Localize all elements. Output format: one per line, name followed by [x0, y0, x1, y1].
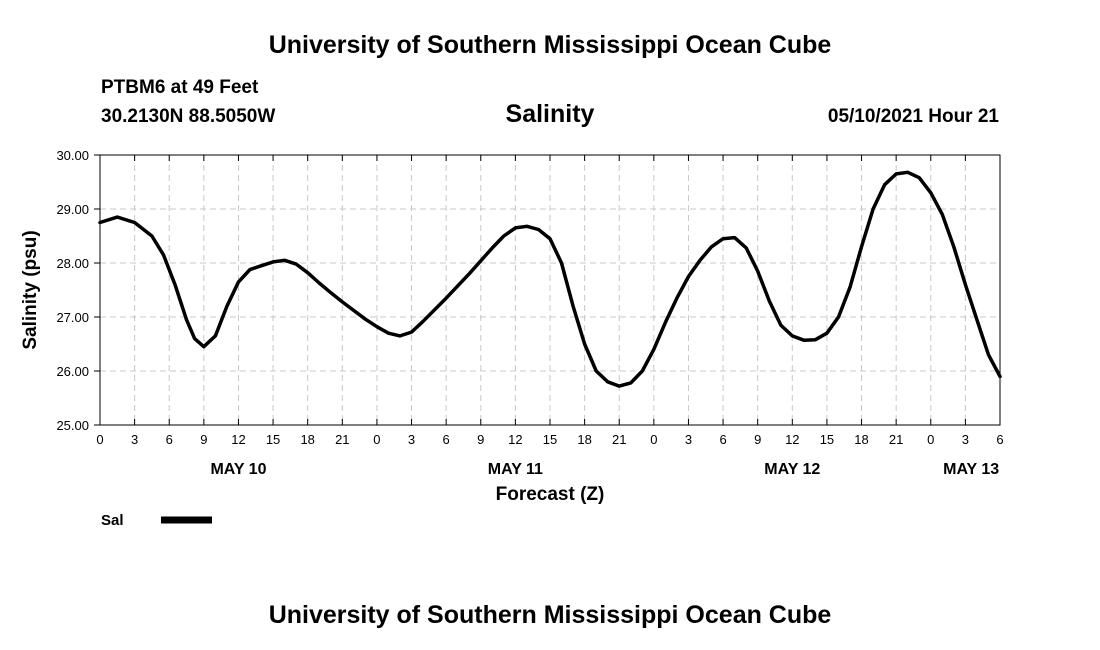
top-title: University of Southern Mississippi Ocean… — [268, 31, 832, 59]
x-tick-label: 6 — [719, 432, 726, 447]
plot-frame — [99, 154, 1001, 426]
x-tick-label: 3 — [962, 432, 969, 447]
series-line-sal — [98, 170, 1002, 388]
x-tick-label: 9 — [200, 432, 207, 447]
date-label: MAY 11 — [488, 461, 543, 478]
station-name: PTBM6 at 49 Feet — [101, 77, 259, 98]
date-label: MAY 13 — [943, 461, 999, 478]
y-tick-label: 28.00 — [56, 256, 89, 271]
x-tick-label: 21 — [612, 432, 626, 447]
x-tick-label: 12 — [508, 432, 522, 447]
y-axis-title: Salinity (psu) — [20, 230, 41, 349]
x-tick-label: 6 — [996, 432, 1003, 447]
x-tick-label: 18 — [577, 432, 591, 447]
x-tick-label: 0 — [96, 432, 103, 447]
x-tick-label: 12 — [231, 432, 245, 447]
station-coordinates: 30.2130N 88.5050W — [101, 106, 276, 127]
x-tick-label: 12 — [785, 432, 799, 447]
date-label: MAY 10 — [210, 461, 266, 478]
legend-label: Sal — [101, 512, 124, 529]
legend: Sal — [101, 512, 212, 529]
y-tick-label: 29.00 — [56, 202, 89, 217]
y-tick-label: 25.00 — [56, 418, 89, 433]
axes — [94, 154, 1001, 426]
x-tick-label: 0 — [650, 432, 657, 447]
x-tick-label: 6 — [166, 432, 173, 447]
x-tick-label: 3 — [408, 432, 415, 447]
x-tick-label: 18 — [300, 432, 314, 447]
x-tick-label: 3 — [685, 432, 692, 447]
series-layer — [98, 170, 1002, 388]
x-tick-label: 0 — [927, 432, 934, 447]
y-tick-label: 26.00 — [56, 364, 89, 379]
x-tick-label: 15 — [543, 432, 557, 447]
axis-labels: 0 3 6 9 12 15 18 21 0 3 6 9 12 15 18 21 0 3 6 9 12 15 18 21 0 3 6 2… — [20, 148, 1004, 505]
x-tick-label: 15 — [820, 432, 834, 447]
x-tick-label: 3 — [131, 432, 138, 447]
x-tick-label: 21 — [335, 432, 349, 447]
date-label: MAY 12 — [764, 461, 820, 478]
x-tick-label: 9 — [754, 432, 761, 447]
y-tick-label: 27.00 — [56, 310, 89, 325]
run-time: 05/10/2021 Hour 21 — [827, 106, 999, 127]
chart-title: Salinity — [505, 100, 595, 128]
grid-lines — [100, 155, 1000, 425]
x-tick-label: 21 — [889, 432, 903, 447]
y-tick-label: 30.00 — [56, 148, 89, 163]
x-tick-label: 18 — [854, 432, 868, 447]
bottom-title: University of Southern Mississippi Ocean… — [268, 601, 832, 629]
x-tick-label: 15 — [266, 432, 280, 447]
x-tick-label: 0 — [373, 432, 380, 447]
x-tick-label: 9 — [477, 432, 484, 447]
x-tick-label: 6 — [443, 432, 450, 447]
x-axis-title: Forecast (Z) — [496, 484, 605, 505]
